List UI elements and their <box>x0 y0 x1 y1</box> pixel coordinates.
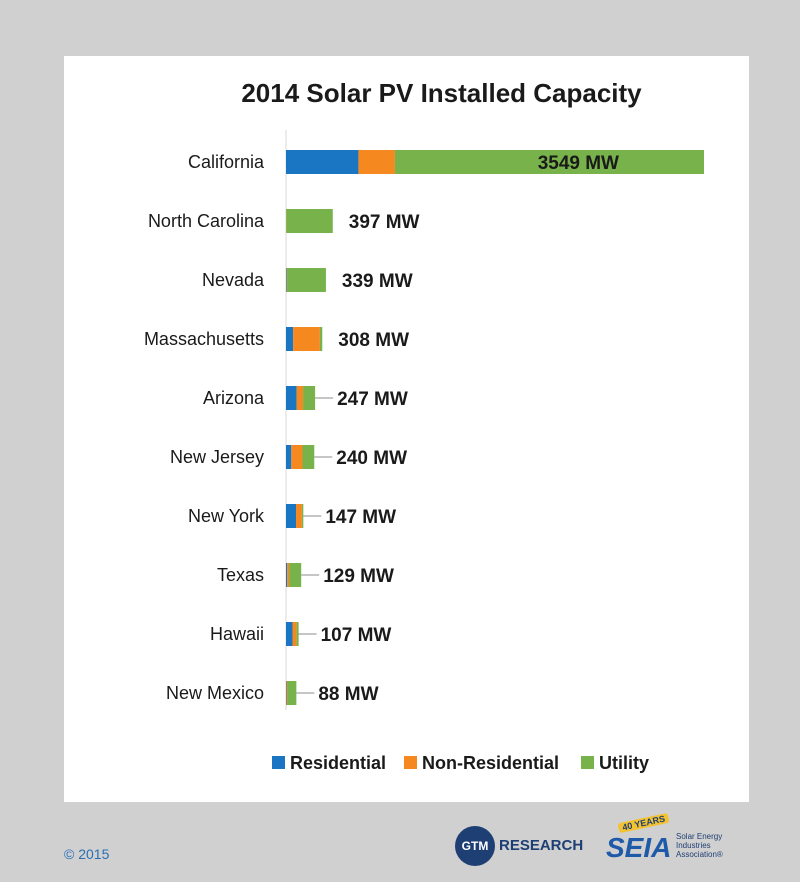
legend-swatch <box>272 756 285 769</box>
bar-segment <box>286 681 288 705</box>
bar-segment <box>286 150 359 174</box>
bar-segment <box>286 504 297 528</box>
bar-segment <box>287 681 297 705</box>
legend-label: Residential <box>290 753 386 773</box>
bar-segment <box>358 150 395 174</box>
bar-segment <box>286 622 293 646</box>
bar-segment <box>286 445 292 469</box>
bar-segment <box>286 563 288 587</box>
category-label: Nevada <box>202 270 265 290</box>
gtm-text: RESEARCH <box>499 837 584 854</box>
bar-segment <box>394 150 704 174</box>
bar-segment <box>287 268 326 292</box>
bar-segment <box>296 622 299 646</box>
value-label: 88 MW <box>318 684 378 705</box>
bar-segment <box>292 622 297 646</box>
bar-segment <box>291 445 303 469</box>
seia-logo: SEIA 40 YEARS Solar Energy Industries As… <box>600 812 760 868</box>
category-label: Hawaii <box>210 624 264 644</box>
bar-segment <box>286 327 294 351</box>
bar-segment <box>286 209 333 233</box>
chart-panel: 2014 Solar PV Installed Capacity Califor… <box>64 56 749 802</box>
seia-subtitle: Solar Energy Industries Association® <box>676 832 723 859</box>
gtm-badge: GTM <box>455 826 495 866</box>
value-label: 247 MW <box>337 389 408 410</box>
value-label: 339 MW <box>342 271 413 292</box>
bar-segment <box>303 386 316 410</box>
bar-segment <box>302 445 315 469</box>
bar-segment <box>287 563 290 587</box>
category-label: New Mexico <box>166 683 264 703</box>
value-label: 308 MW <box>338 330 409 351</box>
category-label: New Jersey <box>170 447 264 467</box>
chart-title: 2014 Solar PV Installed Capacity <box>241 78 642 108</box>
legend-label: Utility <box>599 753 649 773</box>
value-label: 397 MW <box>349 212 420 233</box>
seia-years-badge: 40 YEARS <box>617 812 670 834</box>
value-label: 107 MW <box>321 625 392 646</box>
bar-segment <box>319 327 323 351</box>
category-label: Arizona <box>203 388 265 408</box>
bar-segment <box>296 386 304 410</box>
category-label: Massachusetts <box>144 329 264 349</box>
value-label: 3549 MW <box>538 153 619 174</box>
legend-swatch <box>404 756 417 769</box>
seia-word: SEIA <box>606 832 672 863</box>
gtm-research-logo: GTM RESEARCH <box>455 826 595 866</box>
bar-segment <box>293 327 320 351</box>
bar-chart: California 3549 MW North Carolina 397 MW Nev… <box>144 130 704 773</box>
bar-segment <box>289 563 302 587</box>
bar-segment <box>301 504 304 528</box>
bar-segment <box>286 268 287 292</box>
value-label: 129 MW <box>323 566 394 587</box>
category-label: North Carolina <box>148 211 265 231</box>
bar-segment <box>286 681 287 705</box>
legend-swatch <box>581 756 594 769</box>
value-label: 240 MW <box>336 448 407 469</box>
category-label: Texas <box>217 565 264 585</box>
bar-segment <box>296 504 302 528</box>
bar-segment <box>286 386 297 410</box>
value-label: 147 MW <box>325 507 396 528</box>
legend-label: Non-Residential <box>422 753 559 773</box>
copyright-text: © 2015 <box>64 846 110 862</box>
category-label: California <box>188 152 265 172</box>
category-label: New York <box>188 506 265 526</box>
